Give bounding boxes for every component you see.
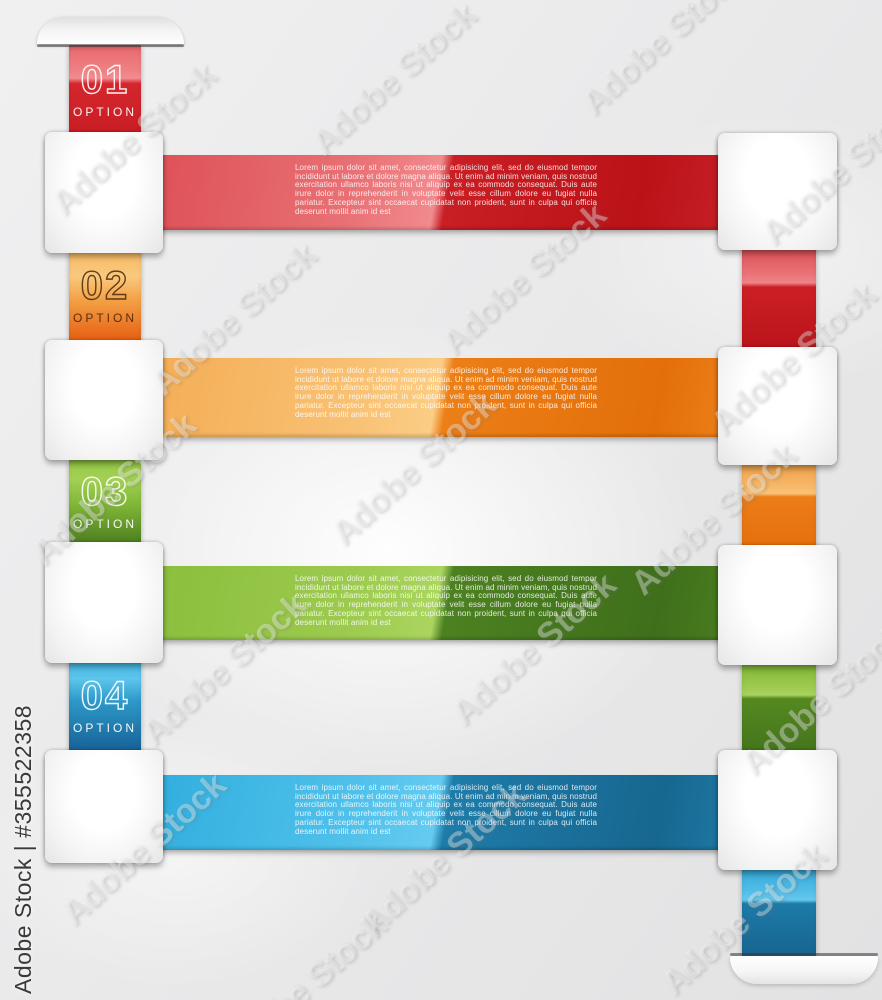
slot-line-top xyxy=(37,44,184,47)
strip-option-1 xyxy=(742,245,816,350)
paper-square-right-1 xyxy=(718,133,837,250)
ribbon-text-4: Lorem ipsum dolor sit amet, consectetur … xyxy=(295,783,597,836)
strip-option-2 xyxy=(742,460,816,548)
tab-label-1: OPTION xyxy=(72,104,137,119)
tab-label-3: OPTION xyxy=(72,516,137,531)
tab-number-3: 03 xyxy=(80,469,130,514)
stock-id-watermark: Adobe Stock | #355522358 xyxy=(10,704,36,994)
paper-square-right-2 xyxy=(718,347,837,465)
ribbon-text-1: Lorem ipsum dolor sit amet, consectetur … xyxy=(295,163,597,216)
paper-square-left-1 xyxy=(45,132,163,253)
strip-option-3 xyxy=(742,660,816,752)
paper-square-right-3 xyxy=(718,545,837,665)
tab-number-4: 04 xyxy=(80,673,130,718)
paper-square-left-4 xyxy=(45,750,163,863)
tab-option-3: 03 OPTION xyxy=(69,458,141,544)
ribbon-option-4: Lorem ipsum dolor sit amet, consectetur … xyxy=(148,775,724,850)
ribbon-text-3: Lorem ipsum dolor sit amet, consectetur … xyxy=(295,574,597,627)
paper-square-left-3 xyxy=(45,542,163,663)
paper-square-left-2 xyxy=(45,340,163,460)
slot-line-bottom xyxy=(730,953,878,956)
tab-label-2: OPTION xyxy=(72,310,137,325)
ribbon-option-1: Lorem ipsum dolor sit amet, consectetur … xyxy=(148,155,724,230)
tab-option-1: 01 OPTION xyxy=(69,44,141,134)
tab-option-4: 04 OPTION xyxy=(69,658,141,752)
strip-option-4 xyxy=(742,865,816,957)
ribbon-option-3: Lorem ipsum dolor sit amet, consectetur … xyxy=(148,566,724,640)
ribbon-option-2: Lorem ipsum dolor sit amet, consectetur … xyxy=(148,358,724,437)
ribbon-text-2: Lorem ipsum dolor sit amet, consectetur … xyxy=(295,366,597,419)
tab-number-2: 02 xyxy=(80,263,130,308)
tab-number-1: 01 xyxy=(80,57,130,102)
paper-square-right-4 xyxy=(718,750,837,870)
slot-cap-top xyxy=(37,17,184,45)
tab-option-2: 02 OPTION xyxy=(69,248,141,342)
slot-cap-bottom xyxy=(730,956,878,984)
tab-label-4: OPTION xyxy=(72,720,137,735)
